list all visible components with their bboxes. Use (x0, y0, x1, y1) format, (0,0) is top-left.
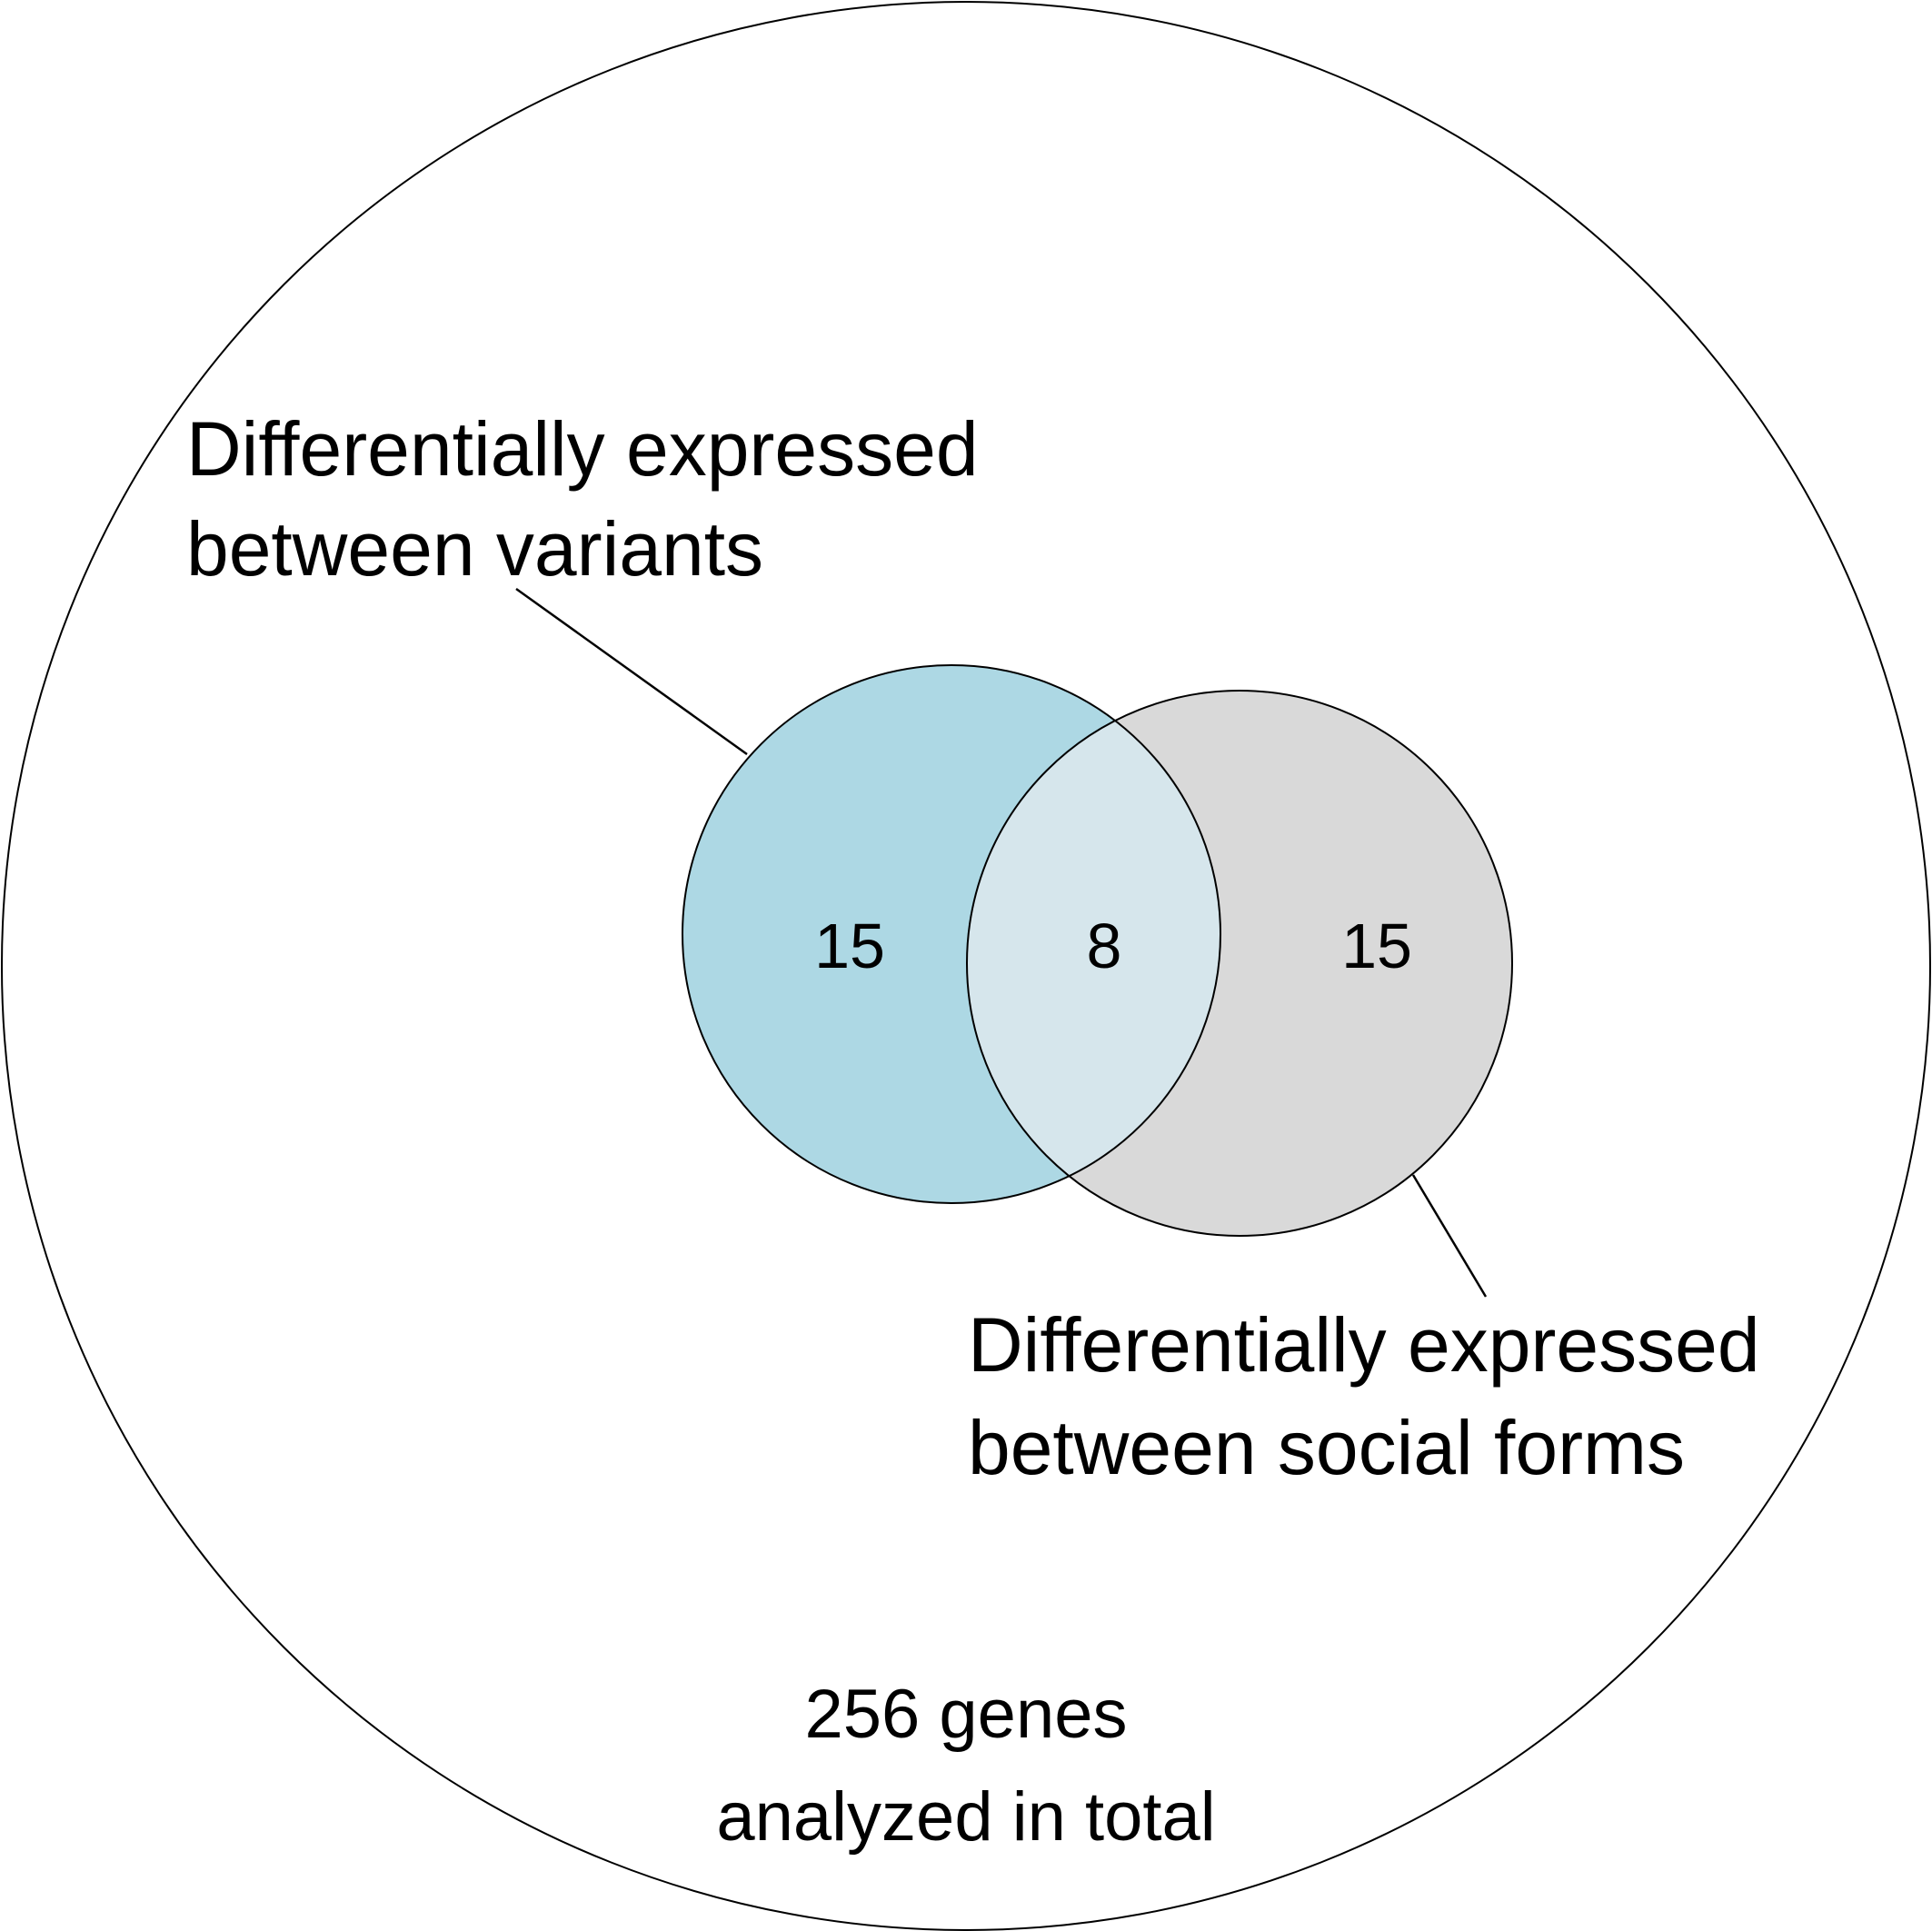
variants-label-line2: between variants (186, 506, 763, 592)
social-forms-leader-line (1411, 1174, 1488, 1298)
variants-only-count: 15 (814, 911, 885, 981)
variants-label-line1: Differentially expressed (186, 406, 979, 492)
total-line1: 256 genes (805, 1676, 1128, 1753)
overlap-region (967, 691, 1220, 1203)
social-forms-only-count: 15 (1341, 911, 1412, 981)
social-forms-label-line1: Differentially expressed (968, 1302, 1760, 1388)
total-line2: analyzed in total (716, 1778, 1215, 1856)
social-forms-set-outline (966, 690, 1513, 1237)
overlap-count: 8 (1087, 911, 1122, 981)
variants-set-outline (682, 664, 1221, 1204)
variants-leader-line (515, 587, 748, 756)
social-forms-label-line2: between social forms (968, 1405, 1685, 1490)
